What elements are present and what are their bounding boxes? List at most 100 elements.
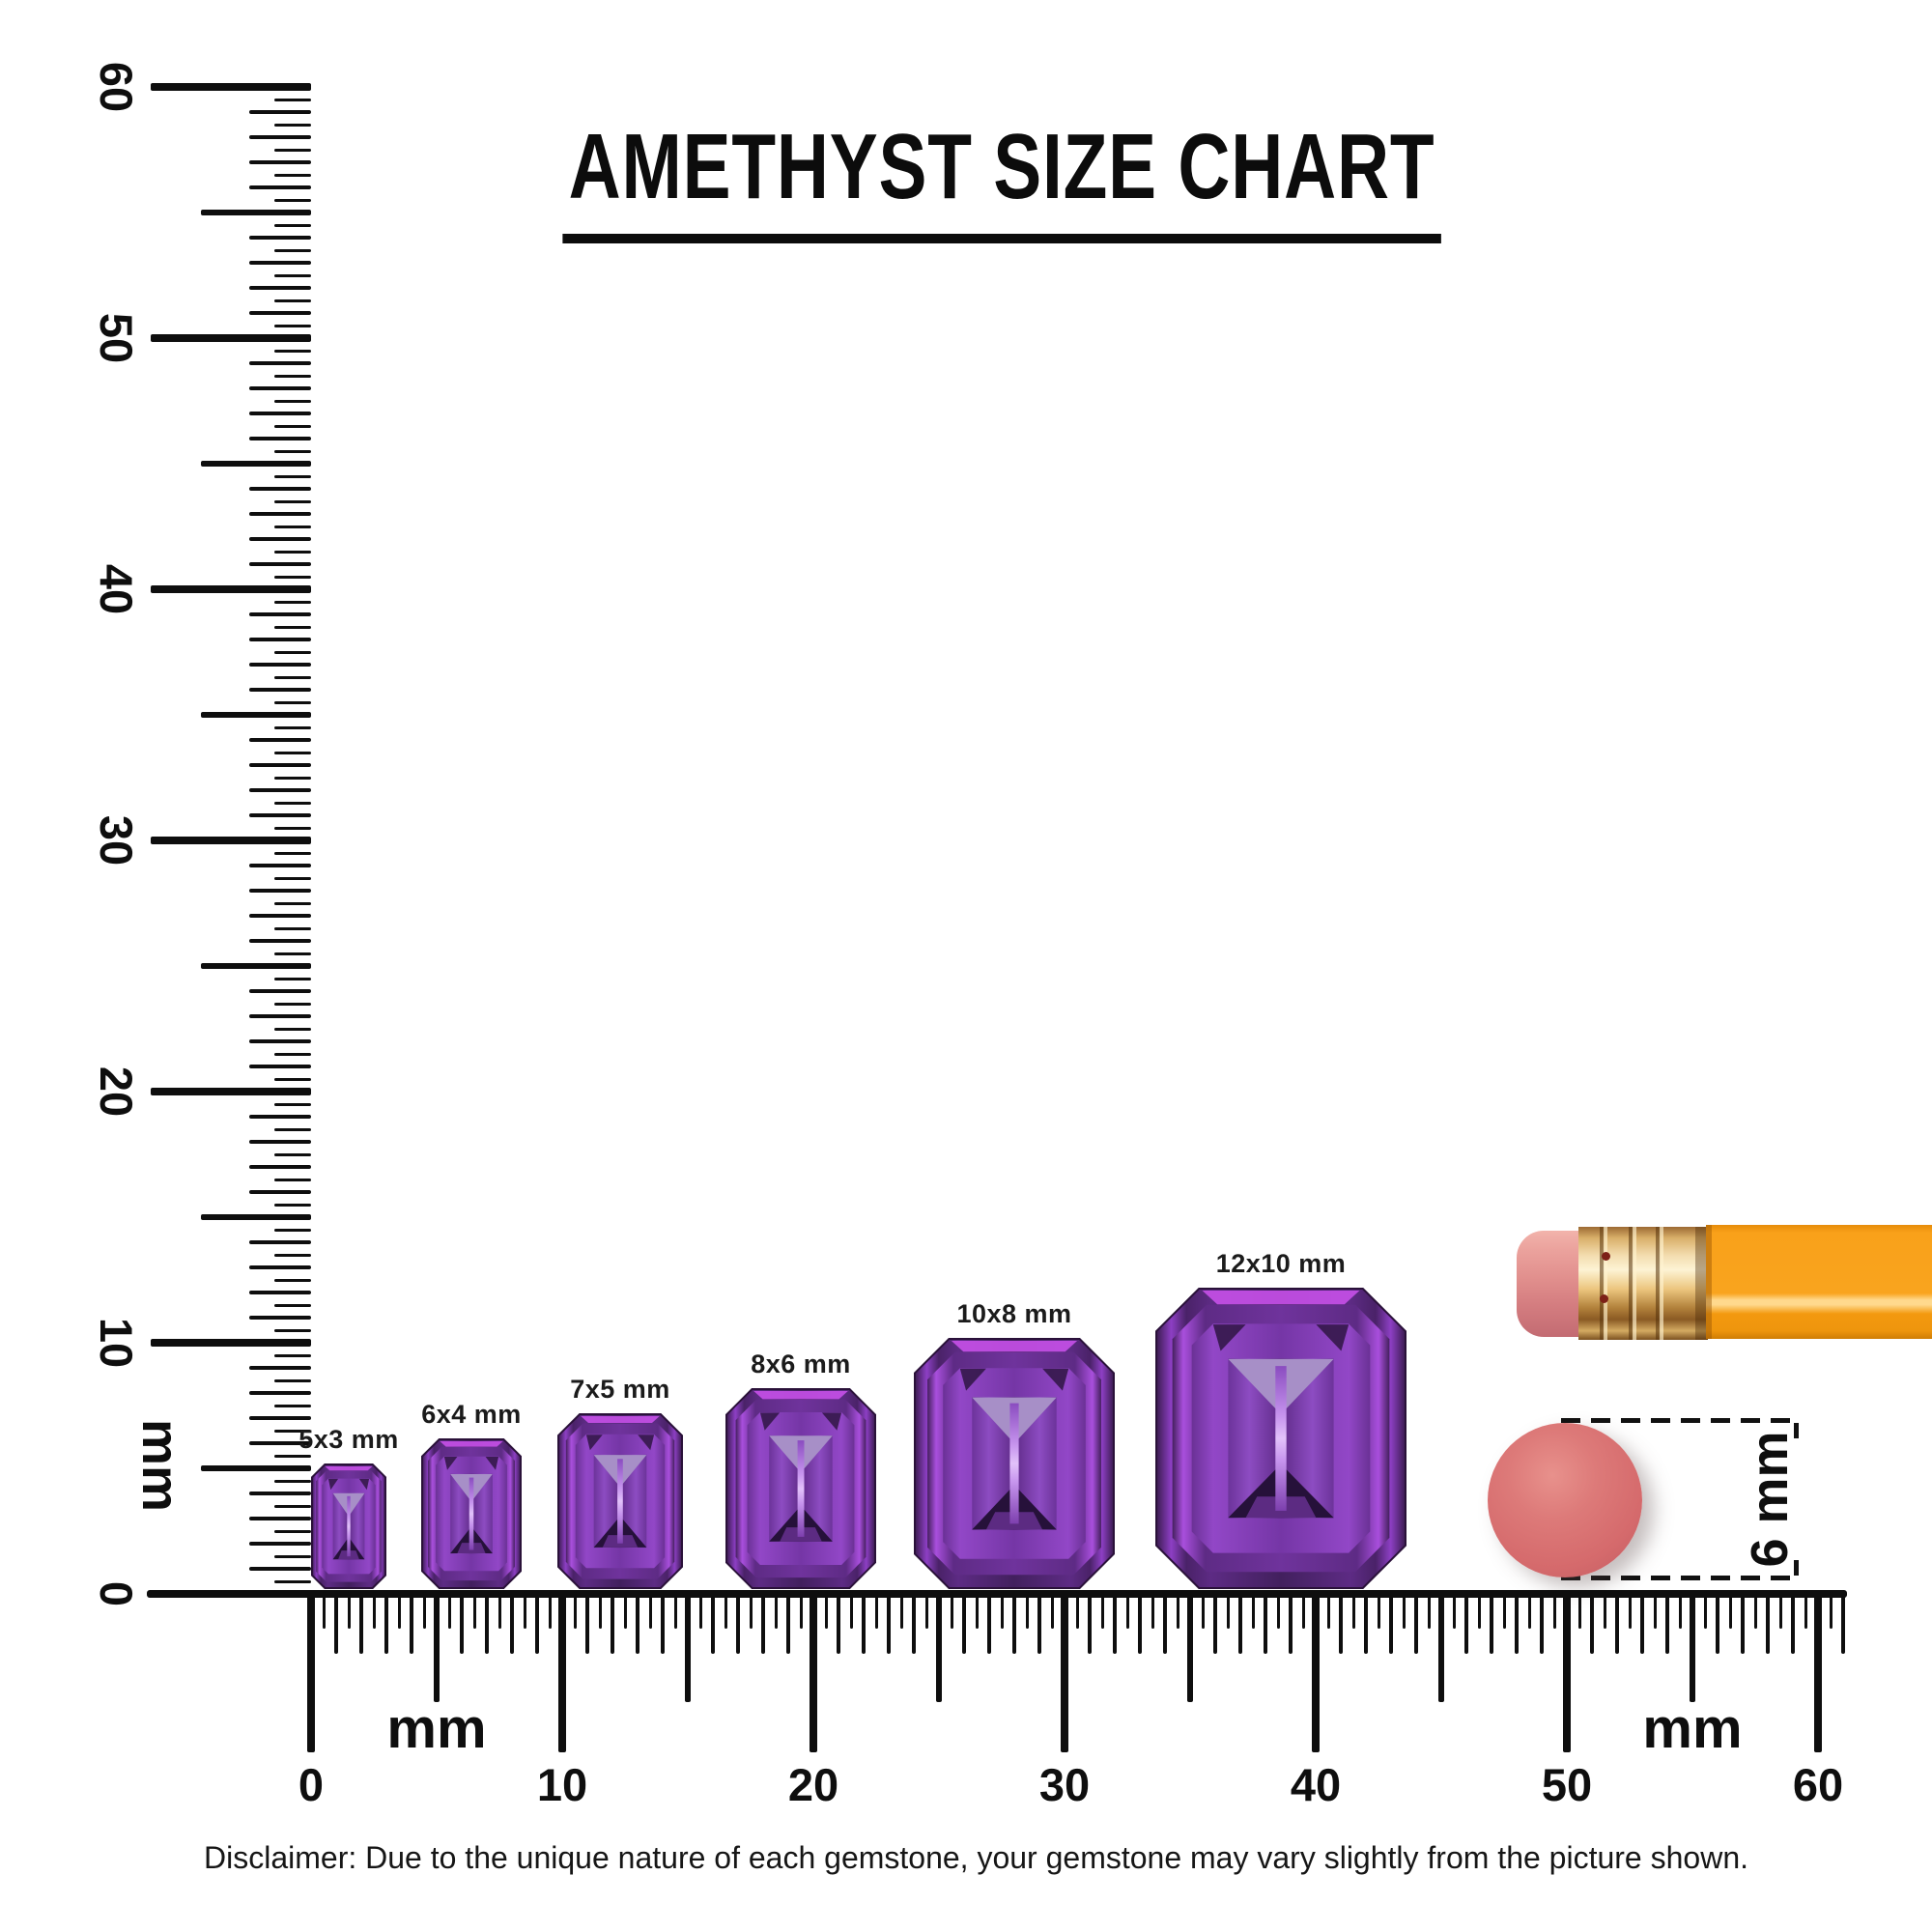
horizontal-ruler-tick bbox=[558, 1592, 566, 1752]
vertical-ruler-tick bbox=[249, 1240, 311, 1244]
horizontal-ruler-tick bbox=[1678, 1592, 1682, 1629]
horizontal-ruler-tick bbox=[611, 1592, 614, 1654]
vertical-ruler-tick bbox=[249, 1291, 311, 1294]
horizontal-ruler-tick bbox=[1628, 1592, 1632, 1629]
horizontal-ruler-tick bbox=[1590, 1592, 1594, 1654]
horizontal-ruler-tick bbox=[975, 1592, 979, 1629]
vertical-ruler-tick bbox=[249, 236, 311, 240]
horizontal-ruler-tick bbox=[786, 1592, 790, 1654]
vertical-ruler-tick bbox=[249, 864, 311, 867]
horizontal-ruler-tick bbox=[1377, 1592, 1380, 1629]
vertical-ruler-tick bbox=[151, 334, 311, 342]
ferrule-end-band bbox=[1695, 1227, 1708, 1340]
horizontal-ruler-tick bbox=[1213, 1592, 1217, 1654]
vertical-ruler-number-50: 50 bbox=[91, 312, 142, 364]
horizontal-ruler-tick bbox=[1264, 1592, 1267, 1654]
horizontal-ruler-tick bbox=[1438, 1592, 1444, 1702]
horizontal-ruler-tick bbox=[1653, 1592, 1657, 1629]
horizontal-ruler-tick bbox=[1753, 1592, 1757, 1629]
horizontal-ruler-tick bbox=[899, 1592, 903, 1629]
vertical-ruler-number-0: 0 bbox=[91, 1580, 142, 1607]
vertical-ruler-tick bbox=[249, 1441, 311, 1445]
amethyst-gem-12x10 bbox=[1155, 1288, 1406, 1589]
horizontal-ruler-tick bbox=[1690, 1592, 1695, 1702]
measure-dash-stub-bottom bbox=[1794, 1560, 1799, 1576]
horizontal-ruler-tick bbox=[1364, 1592, 1368, 1654]
horizontal-ruler-number-10: 10 bbox=[536, 1759, 588, 1810]
vertical-ruler-tick bbox=[274, 123, 311, 127]
horizontal-ruler-tick bbox=[837, 1592, 840, 1654]
horizontal-ruler-number-20: 20 bbox=[787, 1759, 839, 1810]
horizontal-ruler-tick bbox=[1477, 1592, 1481, 1629]
horizontal-ruler-tick bbox=[573, 1592, 577, 1629]
horizontal-ruler-tick bbox=[1766, 1592, 1770, 1654]
horizontal-ruler-tick bbox=[874, 1592, 878, 1629]
horizontal-ruler-tick bbox=[962, 1592, 966, 1654]
horizontal-ruler-tick bbox=[410, 1592, 413, 1654]
ferrule-rivet bbox=[1602, 1252, 1610, 1261]
vertical-ruler-tick bbox=[274, 499, 311, 503]
ferrule-crimp bbox=[1600, 1227, 1607, 1340]
vertical-ruler-tick bbox=[249, 412, 311, 415]
vertical-ruler-number-30: 30 bbox=[91, 814, 142, 867]
vertical-ruler-tick bbox=[274, 625, 311, 629]
horizontal-ruler-tick bbox=[472, 1592, 476, 1629]
vertical-ruler-tick bbox=[151, 585, 311, 593]
horizontal-ruler-tick bbox=[1339, 1592, 1343, 1654]
horizontal-ruler-tick bbox=[887, 1592, 891, 1654]
vertical-ruler-tick bbox=[249, 889, 311, 893]
vertical-ruler-tick bbox=[274, 1504, 311, 1508]
vertical-ruler-tick bbox=[274, 1052, 311, 1056]
vertical-ruler-tick bbox=[249, 110, 311, 114]
horizontal-ruler-tick bbox=[1427, 1592, 1431, 1629]
vertical-ruler-tick bbox=[249, 738, 311, 742]
vertical-ruler-tick bbox=[274, 600, 311, 604]
horizontal-ruler-tick bbox=[1138, 1592, 1142, 1654]
horizontal-ruler-tick bbox=[1563, 1592, 1571, 1752]
horizontal-ruler-tick bbox=[1502, 1592, 1506, 1629]
vertical-ruler-tick bbox=[274, 198, 311, 202]
vertical-ruler-tick bbox=[201, 712, 311, 718]
horizontal-ruler-tick bbox=[1351, 1592, 1355, 1629]
vertical-ruler-tick bbox=[249, 612, 311, 616]
amethyst-gem-5x3 bbox=[311, 1463, 386, 1589]
pencil-body-seam bbox=[1706, 1225, 1712, 1339]
vertical-ruler-tick bbox=[249, 311, 311, 315]
horizontal-ruler-tick bbox=[1187, 1592, 1193, 1702]
vertical-ruler-tick bbox=[201, 1465, 311, 1471]
horizontal-ruler-tick bbox=[1703, 1592, 1707, 1629]
vertical-ruler-tick bbox=[274, 876, 311, 880]
vertical-ruler-tick bbox=[249, 185, 311, 189]
disclaimer-text: Disclaimer: Due to the unique nature of … bbox=[204, 1840, 1748, 1875]
vertical-ruler-tick bbox=[274, 1178, 311, 1181]
horizontal-ruler-tick bbox=[1037, 1592, 1041, 1654]
vertical-ruler-tick bbox=[274, 952, 311, 955]
vertical-ruler-tick bbox=[249, 386, 311, 390]
horizontal-ruler-number-60: 60 bbox=[1792, 1759, 1844, 1810]
horizontal-ruler-tick bbox=[359, 1592, 363, 1654]
amethyst-gem-8x6 bbox=[725, 1388, 876, 1589]
horizontal-ruler-tick bbox=[1176, 1592, 1179, 1629]
horizontal-ruler-tick bbox=[372, 1592, 376, 1629]
amethyst-gem-7x5 bbox=[557, 1413, 683, 1589]
amethyst-gem-graphic bbox=[421, 1438, 522, 1589]
vertical-ruler-tick bbox=[249, 1140, 311, 1144]
vertical-ruler-tick bbox=[201, 210, 311, 215]
horizontal-ruler-tick bbox=[648, 1592, 652, 1629]
horizontal-ruler-tick bbox=[548, 1592, 552, 1629]
measure-dash-top bbox=[1561, 1418, 1800, 1423]
horizontal-ruler-unit-label: mm bbox=[1642, 1697, 1743, 1760]
horizontal-ruler-unit-label: mm bbox=[386, 1697, 487, 1760]
vertical-ruler-tick bbox=[274, 977, 311, 980]
vertical-ruler-tick bbox=[274, 1328, 311, 1332]
vertical-ruler-tick bbox=[274, 1203, 311, 1207]
vertical-ruler-tick bbox=[151, 1088, 311, 1095]
horizontal-ruler-tick bbox=[1100, 1592, 1104, 1629]
vertical-ruler-tick bbox=[274, 349, 311, 353]
vertical-ruler-tick bbox=[274, 223, 311, 227]
amethyst-gem-6x4 bbox=[421, 1438, 522, 1589]
amethyst-gem-graphic bbox=[311, 1463, 386, 1589]
vertical-ruler-tick bbox=[274, 1378, 311, 1382]
horizontal-ruler-tick bbox=[924, 1592, 928, 1629]
vertical-ruler-tick bbox=[249, 1492, 311, 1495]
